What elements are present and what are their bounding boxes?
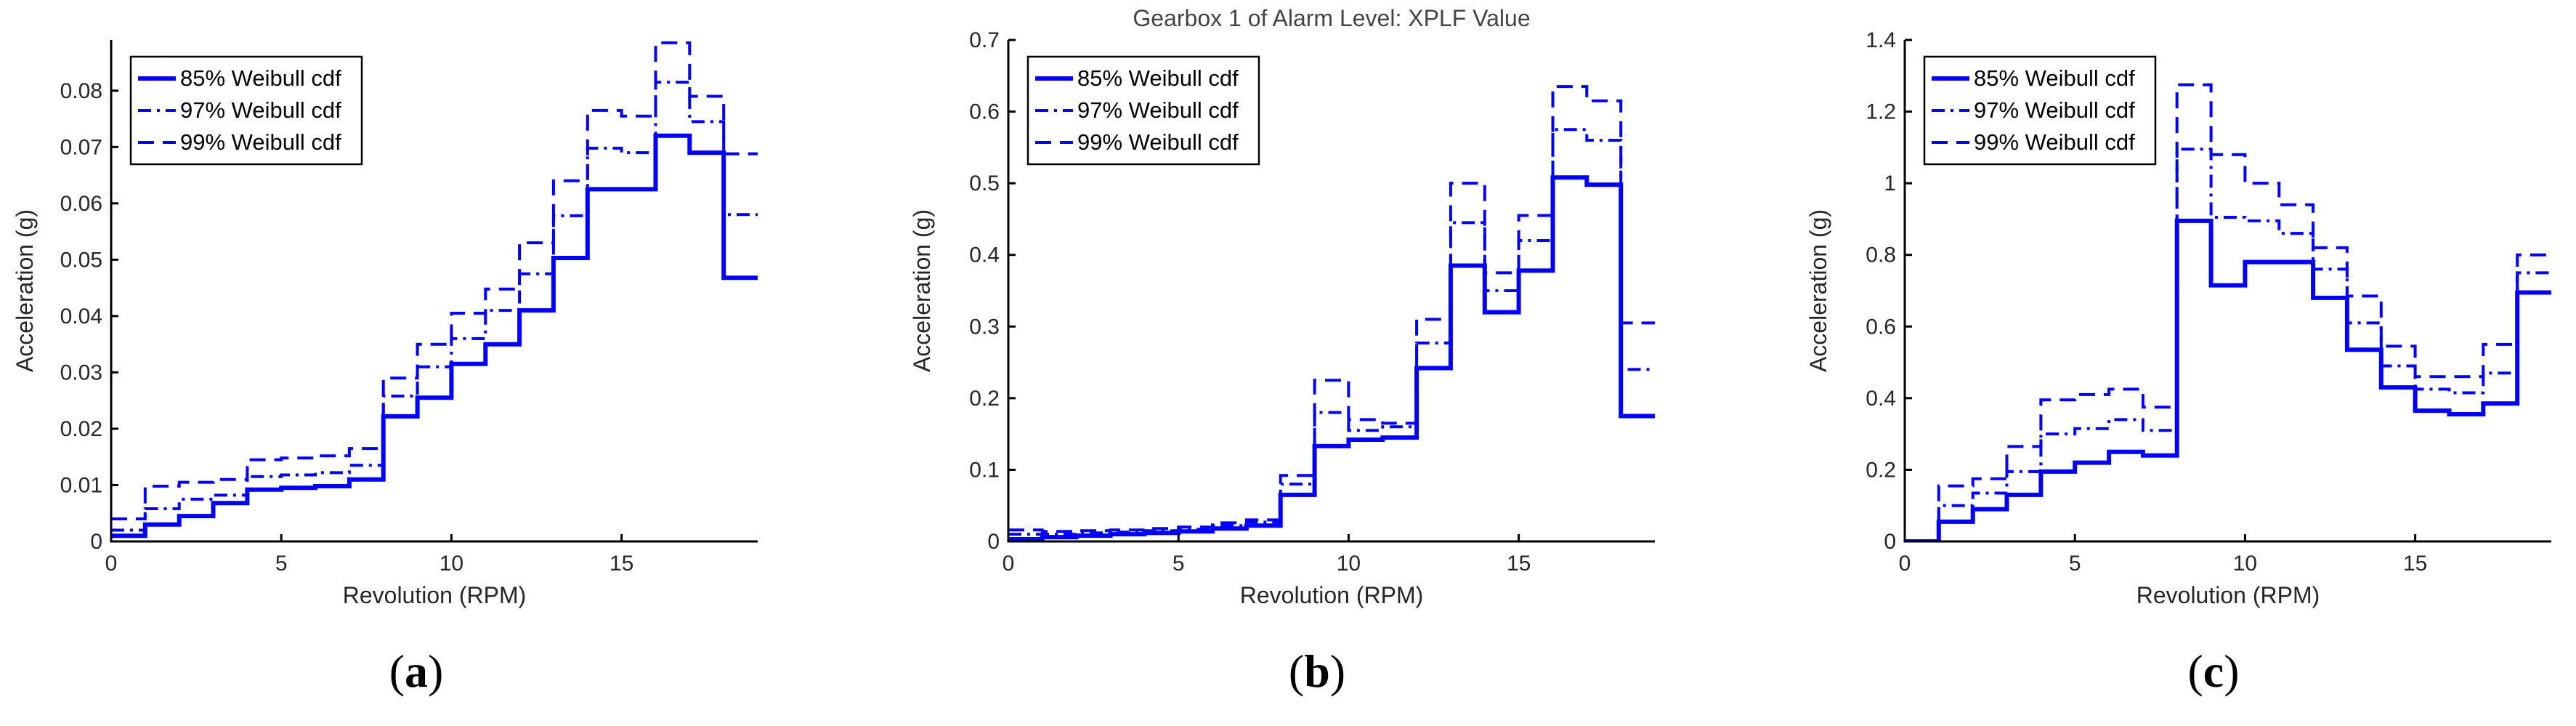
legend-entry-2: 97% Weibull cdf	[180, 97, 341, 123]
series-group	[111, 41, 758, 539]
series-group	[1905, 83, 2551, 541]
y-tick-label: 1	[1884, 172, 1896, 195]
chart-panel-c: 0 5 10 15 0 0.2 0.4 0.6 0.8 1 1.2 1.4 Revolution (RP…	[1805, 28, 2551, 697]
legend-entry-2: 97% Weibull cdf	[1077, 97, 1239, 123]
y-tick-label: 0.7	[969, 28, 1000, 52]
y-tick-label: 1.4	[1866, 28, 1896, 52]
series-line-1	[1905, 218, 2551, 541]
panel-letter: b	[1304, 645, 1330, 697]
x-axis-label: Revolution (RPM)	[2136, 582, 2320, 608]
legend-entry-1: 85% Weibull cdf	[1974, 65, 2135, 91]
x-tick-label: 15	[2403, 552, 2427, 576]
chart-panel-b: Gearbox 1 of Alarm Level: XPLF Value 0 5 10…	[909, 5, 1655, 697]
legend-entry-3: 99% Weibull cdf	[180, 129, 341, 155]
y-tick-label: 0.06	[60, 192, 102, 216]
y-tick-label: 0.4	[969, 243, 1000, 267]
panel-label: (b)	[1289, 645, 1345, 697]
x-tick-label: 0	[1003, 552, 1015, 576]
y-tick-label: 1.2	[1866, 100, 1896, 124]
y-tick-label: 0	[987, 530, 1000, 554]
panel-letter: c	[2203, 645, 2224, 697]
y-tick-label: 0.04	[60, 304, 102, 328]
series-line-2	[1008, 128, 1655, 536]
y-tick-label: 0.01	[60, 473, 102, 497]
series-group	[1008, 85, 1655, 541]
y-tick-label: 0.4	[1866, 387, 1896, 411]
y-tick-label: 0.6	[1866, 315, 1896, 339]
x-tick-label: 5	[2069, 552, 2081, 576]
y-tick-label: 0.02	[60, 417, 102, 441]
series-line-1	[111, 133, 758, 539]
x-axis-label: Revolution (RPM)	[1240, 582, 1424, 608]
y-tick-label: 0.5	[969, 172, 1000, 195]
y-tick-label: 0.08	[60, 79, 102, 103]
legend: 85% Weibull cdf 97% Weibull cdf 99% Weibul…	[129, 55, 363, 166]
x-tick-label: 5	[275, 552, 288, 576]
legend-entry-1: 85% Weibull cdf	[1077, 65, 1239, 91]
x-tick-label: 0	[1899, 552, 1911, 576]
panel-letter: a	[405, 645, 428, 697]
y-tick-label: 0	[1884, 530, 1896, 554]
legend: 85% Weibull cdf 97% Weibull cdf 99% Weibul…	[1026, 55, 1260, 166]
y-tick-label: 0.03	[60, 360, 102, 384]
x-tick-label: 15	[1507, 552, 1531, 576]
x-tick-label: 10	[1337, 552, 1361, 576]
series-line-2	[1905, 148, 2551, 541]
y-tick-label: 0.07	[60, 135, 102, 159]
y-tick-label: 0.6	[969, 100, 1000, 124]
series-line-3	[1008, 85, 1655, 533]
y-axis-label: Acceleration (g)	[12, 209, 38, 372]
x-tick-label: 0	[105, 552, 118, 576]
series-line-3	[1905, 83, 2551, 541]
legend-entry-3: 99% Weibull cdf	[1077, 129, 1239, 155]
legend: 85% Weibull cdf 97% Weibull cdf 99% Weibul…	[1923, 55, 2157, 166]
x-axis-label: Revolution (RPM)	[343, 582, 527, 608]
y-tick-label: 0.05	[60, 248, 102, 272]
panel-label: (a)	[389, 645, 444, 697]
y-tick-label: 0.3	[969, 315, 1000, 339]
series-line-1	[1008, 175, 1655, 541]
y-tick-label: 0.1	[969, 458, 1000, 482]
x-tick-label: 15	[609, 552, 633, 576]
chart-panel-a: 0 5 10 15 0 0.01 0.02 0.03 0.04 0.05 0.06 0.07 0.08 R…	[12, 40, 758, 697]
x-tick-label: 10	[440, 552, 463, 576]
legend-entry-1: 85% Weibull cdf	[180, 65, 341, 91]
legend-entry-2: 97% Weibull cdf	[1974, 97, 2135, 123]
panel-label: (c)	[2187, 645, 2239, 697]
x-tick-label: 5	[1172, 552, 1185, 576]
y-axis-label: Acceleration (g)	[909, 209, 935, 372]
y-tick-label: 0	[90, 530, 102, 554]
legend-entry-3: 99% Weibull cdf	[1974, 129, 2135, 155]
series-line-2	[111, 81, 758, 532]
y-axis-label: Acceleration (g)	[1805, 209, 1831, 372]
x-tick-label: 10	[2233, 552, 2257, 576]
y-tick-label: 0.2	[1866, 458, 1896, 482]
series-line-3	[111, 41, 758, 520]
y-tick-label: 0.8	[1866, 243, 1896, 267]
y-tick-label: 0.2	[969, 387, 1000, 411]
chart-title: Gearbox 1 of Alarm Level: XPLF Value	[1133, 5, 1530, 31]
